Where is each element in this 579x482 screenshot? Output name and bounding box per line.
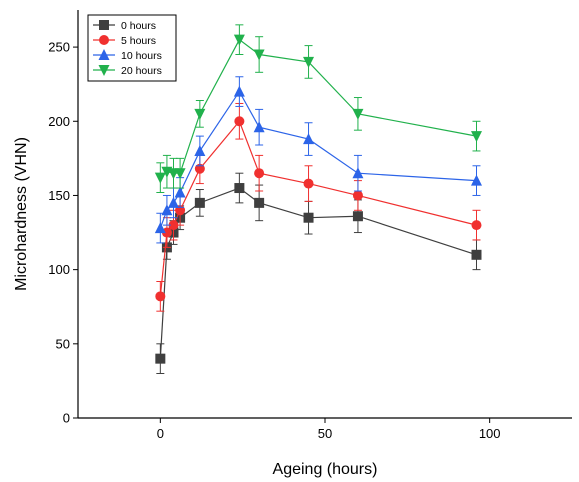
series-line bbox=[159, 38, 477, 179]
legend-marker bbox=[99, 20, 109, 30]
data-point bbox=[174, 186, 186, 198]
legend-item: 20 hours bbox=[93, 65, 162, 77]
series-10-hours bbox=[154, 76, 482, 244]
data-point bbox=[168, 220, 179, 231]
data-point bbox=[471, 220, 482, 231]
legend-label: 5 hours bbox=[121, 35, 156, 47]
x-axis-label: Ageing (hours) bbox=[273, 461, 378, 478]
data-point bbox=[174, 168, 186, 180]
data-point bbox=[352, 211, 363, 222]
data-point bbox=[161, 227, 172, 238]
data-point bbox=[154, 222, 166, 234]
data-point bbox=[303, 56, 315, 68]
data-point bbox=[168, 196, 180, 208]
data-point bbox=[253, 121, 265, 133]
data-point bbox=[471, 249, 482, 260]
y-tick-label: 250 bbox=[48, 40, 70, 55]
data-point bbox=[352, 108, 364, 120]
data-point bbox=[470, 131, 482, 143]
legend-item: 10 hours bbox=[93, 49, 162, 62]
data-point bbox=[155, 353, 166, 364]
data-point bbox=[194, 144, 206, 156]
series-0-hours bbox=[155, 172, 482, 374]
legend-label: 20 hours bbox=[121, 65, 162, 77]
data-point bbox=[470, 174, 482, 186]
series-20-hours bbox=[154, 24, 482, 193]
x-tick-label: 100 bbox=[479, 426, 501, 441]
legend-marker bbox=[98, 65, 110, 76]
legend-marker bbox=[98, 49, 110, 60]
legend-item: 0 hours bbox=[93, 20, 156, 32]
y-tick-label: 100 bbox=[48, 262, 70, 277]
series-layer bbox=[154, 24, 482, 374]
y-axis-label: Microhardness (VHN) bbox=[13, 137, 30, 291]
axis-ticks: 0 50 100 0 50 100 150 200 250 bbox=[48, 40, 500, 441]
data-point bbox=[194, 197, 205, 208]
legend: 0 hours 5 hours 10 hours 20 hours bbox=[87, 14, 177, 82]
data-point bbox=[233, 34, 245, 46]
y-tick-label: 50 bbox=[56, 336, 70, 351]
data-point bbox=[303, 178, 314, 189]
data-point bbox=[254, 197, 265, 208]
data-point bbox=[234, 116, 245, 127]
x-tick-label: 0 bbox=[157, 426, 164, 441]
data-point bbox=[303, 133, 315, 145]
data-point bbox=[161, 204, 173, 216]
legend-item: 5 hours bbox=[93, 35, 156, 47]
legend-marker bbox=[99, 35, 109, 45]
series-line bbox=[159, 120, 477, 297]
data-point bbox=[303, 212, 314, 223]
data-point bbox=[352, 167, 364, 179]
data-point bbox=[234, 183, 245, 194]
data-point bbox=[155, 291, 166, 302]
legend-label: 0 hours bbox=[121, 20, 156, 32]
data-point bbox=[254, 168, 265, 179]
data-point bbox=[194, 108, 206, 120]
data-point bbox=[253, 49, 265, 61]
legend-label: 10 hours bbox=[121, 50, 162, 62]
data-point bbox=[352, 190, 363, 201]
x-tick-label: 50 bbox=[318, 426, 332, 441]
y-tick-label: 150 bbox=[48, 188, 70, 203]
data-point bbox=[154, 172, 166, 184]
data-point bbox=[233, 85, 245, 97]
y-tick-label: 0 bbox=[63, 411, 70, 426]
y-tick-label: 200 bbox=[48, 114, 70, 129]
